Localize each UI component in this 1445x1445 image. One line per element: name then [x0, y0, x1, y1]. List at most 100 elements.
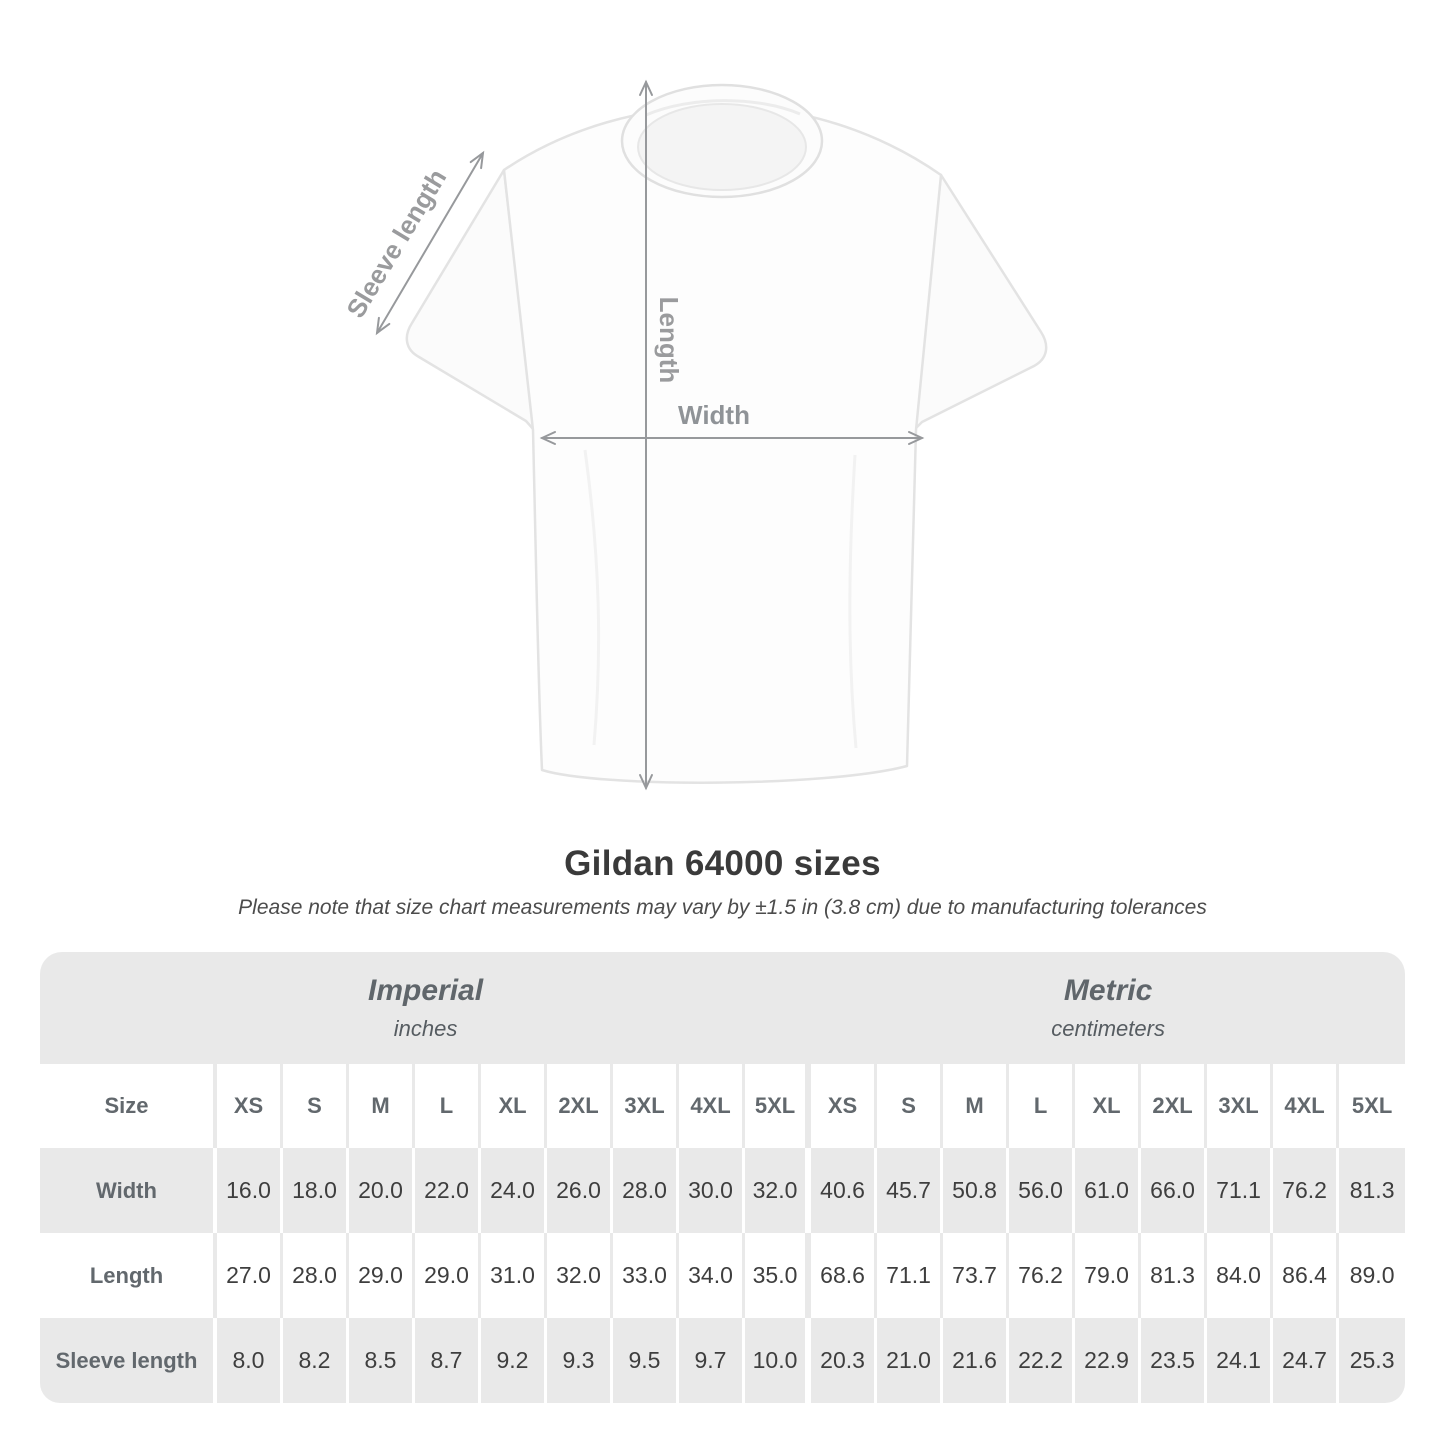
- tshirt-right-sleeve: [911, 173, 1048, 433]
- table-cell: 21.6: [943, 1318, 1010, 1403]
- table-cell: 28.0: [283, 1233, 349, 1318]
- table-cell: 86.4: [1273, 1233, 1340, 1318]
- sleeve-length-arrow: [375, 150, 485, 336]
- imperial-title: Imperial: [368, 973, 484, 1007]
- measurement-arrows: [375, 79, 925, 791]
- table-cell: 81.3: [1339, 1148, 1406, 1233]
- table-cell: 66.0: [1141, 1148, 1208, 1233]
- table-cell: 68.6: [811, 1233, 878, 1318]
- row-label: Length: [40, 1233, 217, 1318]
- table-cell: 10.0: [745, 1318, 812, 1403]
- size-header: 2XL: [1141, 1064, 1208, 1148]
- size-header: 3XL: [613, 1064, 679, 1148]
- table-cell: 89.0: [1339, 1233, 1406, 1318]
- metric-title: Metric: [1063, 973, 1153, 1007]
- size-header: XS: [217, 1064, 283, 1148]
- unit-band-row: Imperial inches Metric centimeters: [40, 952, 1406, 1064]
- size-header: 2XL: [547, 1064, 613, 1148]
- table-row-width: Width 16.0 18.0 20.0 22.0 24.0 26.0 28.0…: [40, 1148, 1406, 1233]
- size-header: M: [349, 1064, 415, 1148]
- table-cell: 27.0: [217, 1233, 283, 1318]
- table-cell: 79.0: [1075, 1233, 1142, 1318]
- table-cell: 71.1: [1207, 1148, 1274, 1233]
- table-cell: 28.0: [613, 1148, 679, 1233]
- table-cell: 33.0: [613, 1233, 679, 1318]
- table-cell: 31.0: [481, 1233, 547, 1318]
- table-cell: 29.0: [415, 1233, 481, 1318]
- table-cell: 24.0: [481, 1148, 547, 1233]
- table-cell: 9.5: [613, 1318, 679, 1403]
- table-row-length: Length 27.0 28.0 29.0 29.0 31.0 32.0 33.…: [40, 1233, 1406, 1318]
- table-cell: 29.0: [349, 1233, 415, 1318]
- length-label: Length: [654, 297, 684, 384]
- table-cell: 32.0: [547, 1233, 613, 1318]
- size-header: S: [877, 1064, 944, 1148]
- size-header: 4XL: [679, 1064, 745, 1148]
- table-cell: 50.8: [943, 1148, 1010, 1233]
- table-cell: 45.7: [877, 1148, 944, 1233]
- table-cell: 73.7: [943, 1233, 1010, 1318]
- table-cell: 18.0: [283, 1148, 349, 1233]
- size-header: M: [943, 1064, 1010, 1148]
- tshirt-collar-shadow: [645, 99, 801, 117]
- table-cell: 21.0: [877, 1318, 944, 1403]
- metric-unit: centimeters: [1051, 1016, 1165, 1042]
- width-arrow: [539, 431, 925, 445]
- table-cell: 8.5: [349, 1318, 415, 1403]
- table-cell: 16.0: [217, 1148, 283, 1233]
- size-column-header: Size: [40, 1064, 217, 1148]
- table-cell: 8.2: [283, 1318, 349, 1403]
- row-label: Width: [40, 1148, 217, 1233]
- table-cell: 9.2: [481, 1318, 547, 1403]
- table-cell: 56.0: [1009, 1148, 1076, 1233]
- table-cell: 26.0: [547, 1148, 613, 1233]
- size-header: L: [1009, 1064, 1076, 1148]
- size-table: Imperial inches Metric centimeters Size …: [40, 952, 1406, 1403]
- length-arrow: [639, 79, 653, 791]
- tshirt-measurement-diagram: Sleeve length Length Width: [340, 79, 1048, 791]
- table-cell: 25.3: [1339, 1318, 1406, 1403]
- table-cell: 34.0: [679, 1233, 745, 1318]
- table-cell: 8.7: [415, 1318, 481, 1403]
- metric-section-header: Metric centimeters: [811, 952, 1406, 1064]
- table-cell: 22.9: [1075, 1318, 1142, 1403]
- table-cell: 35.0: [745, 1233, 812, 1318]
- size-header: XL: [481, 1064, 547, 1148]
- size-header: XL: [1075, 1064, 1142, 1148]
- table-cell: 84.0: [1207, 1233, 1274, 1318]
- size-table-container: Imperial inches Metric centimeters Size …: [40, 952, 1406, 1403]
- size-header: S: [283, 1064, 349, 1148]
- page-title: Gildan 64000 sizes: [564, 844, 881, 883]
- width-label: Width: [678, 400, 750, 430]
- tshirt-collar-opening: [637, 103, 807, 191]
- table-cell: 22.0: [415, 1148, 481, 1233]
- table-cell: 30.0: [679, 1148, 745, 1233]
- table-cell: 76.2: [1009, 1233, 1076, 1318]
- tolerance-note: Please note that size chart measurements…: [238, 896, 1207, 919]
- size-header: 4XL: [1273, 1064, 1340, 1148]
- size-header: L: [415, 1064, 481, 1148]
- table-cell: 20.0: [349, 1148, 415, 1233]
- table-cell: 81.3: [1141, 1233, 1208, 1318]
- table-cell: 40.6: [811, 1148, 878, 1233]
- table-cell: 24.1: [1207, 1318, 1274, 1403]
- tshirt-image: [405, 83, 1048, 784]
- row-label: Sleeve length: [40, 1318, 217, 1403]
- imperial-unit: inches: [393, 1016, 458, 1042]
- tshirt-fold-line: [848, 454, 858, 749]
- tshirt-body: [502, 103, 943, 784]
- size-header: 3XL: [1207, 1064, 1274, 1148]
- tshirt-fold-line: [583, 449, 601, 746]
- tshirt-left-sleeve: [405, 168, 536, 432]
- size-header: 5XL: [745, 1064, 812, 1148]
- table-cell: 8.0: [217, 1318, 283, 1403]
- table-cell: 9.7: [679, 1318, 745, 1403]
- imperial-section-header: Imperial inches: [40, 952, 812, 1064]
- size-header: 5XL: [1339, 1064, 1406, 1148]
- table-row-sleeve-length: Sleeve length 8.0 8.2 8.5 8.7 9.2 9.3 9.…: [40, 1318, 1406, 1403]
- table-cell: 71.1: [877, 1233, 944, 1318]
- table-cell: 23.5: [1141, 1318, 1208, 1403]
- table-cell: 61.0: [1075, 1148, 1142, 1233]
- table-cell: 9.3: [547, 1318, 613, 1403]
